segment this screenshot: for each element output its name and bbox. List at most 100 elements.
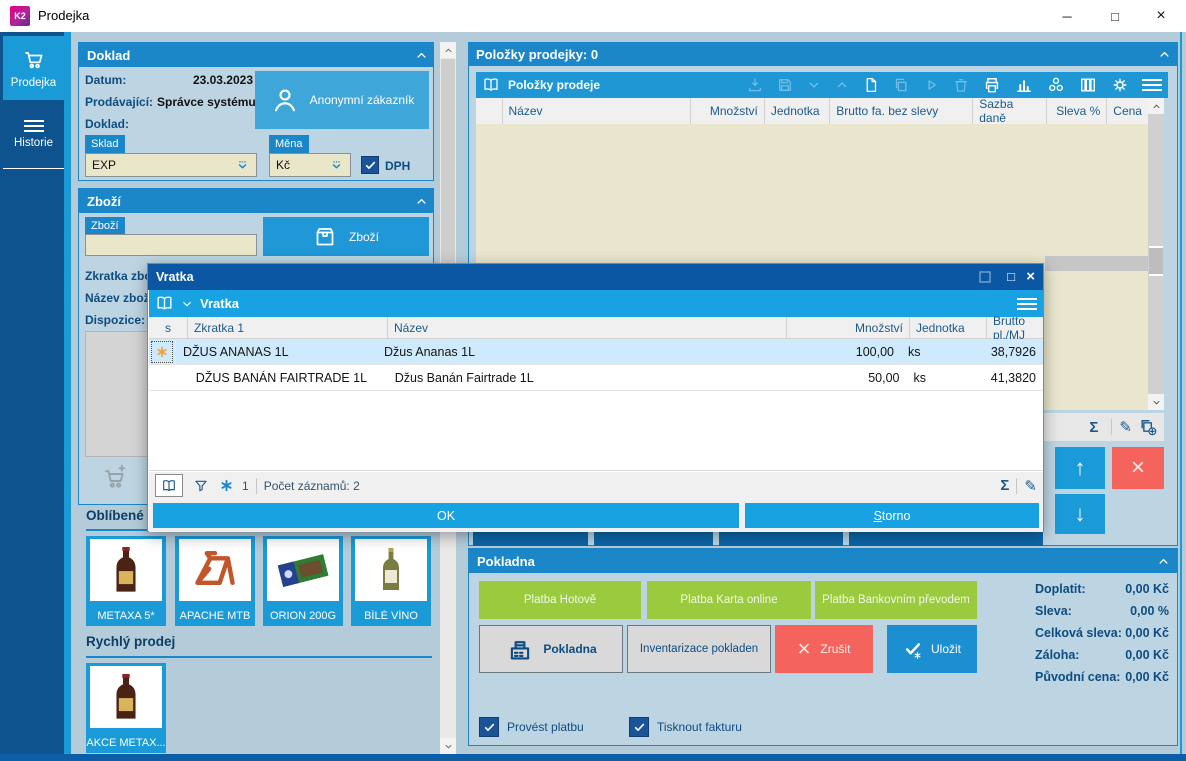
- table-row[interactable]: DŽUS ANANAS 1L Džus Ananas 1L 100,00 ks …: [149, 339, 1043, 365]
- pay-bank-transfer-button[interactable]: Platba Bankovním převodem: [815, 581, 977, 619]
- hamburger-menu-icon[interactable]: [1142, 79, 1162, 91]
- column-header[interactable]: Název: [503, 98, 692, 124]
- favorite-tile-bilevino[interactable]: BÍLÉ VÍNO: [351, 536, 431, 626]
- favorite-tile-apache[interactable]: APACHE MTB: [175, 536, 255, 626]
- sidebar-item-prodejka[interactable]: Prodejka: [3, 36, 64, 100]
- print-icon[interactable]: [982, 75, 1002, 95]
- column-header[interactable]: Název: [388, 317, 787, 338]
- column-header[interactable]: Množství: [691, 98, 765, 124]
- scroll-up-arrow[interactable]: [440, 42, 456, 58]
- collapse-chevron-up-icon[interactable]: [1156, 554, 1171, 569]
- wine-image: [367, 542, 415, 598]
- copy-icon[interactable]: [892, 76, 910, 94]
- asterisk-icon[interactable]: [219, 478, 234, 493]
- save-icon[interactable]: [776, 76, 794, 94]
- zrusit-button[interactable]: × Zrušit: [775, 625, 873, 673]
- close-icon: ×: [1156, 7, 1166, 24]
- column-header[interactable]: Cena: [1107, 98, 1148, 124]
- dropdown-icon[interactable]: [329, 158, 344, 173]
- column-header[interactable]: s: [149, 317, 188, 338]
- sklad-input[interactable]: EXP: [85, 153, 257, 177]
- edit-pencil-icon[interactable]: ✎: [1119, 419, 1132, 436]
- tisknout-fakturu-checkbox[interactable]: [629, 717, 649, 737]
- process-icon[interactable]: [1046, 75, 1066, 95]
- add-to-cart-icon[interactable]: [101, 463, 131, 491]
- scrollbar-thumb[interactable]: [1149, 246, 1163, 276]
- k2-logo-icon: K2: [10, 6, 30, 26]
- scroll-down-arrow[interactable]: [1148, 394, 1164, 410]
- pay-cash-button[interactable]: Platba Hotově: [479, 581, 641, 619]
- column-label: Sazba daně: [979, 97, 1014, 125]
- column-header[interactable]: Brutto pl./MJ: [987, 314, 1043, 342]
- anonymous-customer-button[interactable]: Anonymní zákazník: [255, 71, 429, 129]
- columns-icon[interactable]: [1078, 75, 1098, 95]
- chart-icon[interactable]: [1014, 75, 1034, 95]
- favorite-tile-metaxa[interactable]: METAXA 5*: [86, 536, 166, 626]
- select-column-header[interactable]: [476, 98, 503, 124]
- dialog-maximize-icon[interactable]: □: [1007, 269, 1015, 284]
- column-header[interactable]: Sleva %: [1047, 98, 1108, 124]
- dialog-table-header: s Zkratka 1 Název Množství Jednotka Brut…: [149, 314, 1043, 342]
- column-header[interactable]: Jednotka: [765, 98, 831, 124]
- column-header[interactable]: Sazba daně: [973, 97, 1048, 125]
- hidden-action-button[interactable]: [719, 532, 843, 546]
- sum-icon[interactable]: Σ: [1089, 418, 1099, 436]
- dropdown-icon[interactable]: [235, 158, 250, 173]
- background-window-strip: [1045, 256, 1148, 271]
- import-icon[interactable]: [746, 76, 764, 94]
- column-header[interactable]: Brutto fa. bez slevy: [830, 98, 974, 124]
- edit-pencil-icon[interactable]: ✎: [1024, 477, 1037, 495]
- collapse-chevron-up-icon[interactable]: [414, 48, 429, 63]
- dialog-titlebar[interactable]: Vratka □ ×: [148, 264, 1043, 290]
- prodavajici-value: Správce systému...: [157, 95, 266, 109]
- favorite-tile-orion[interactable]: ORION 200G: [263, 536, 343, 626]
- sidebar-item-historie[interactable]: Historie: [3, 103, 64, 165]
- hamburger-menu-icon[interactable]: [1017, 297, 1037, 310]
- chevron-down-icon[interactable]: [180, 297, 194, 311]
- new-document-icon[interactable]: [862, 76, 880, 94]
- dialog-close-icon[interactable]: ×: [1026, 268, 1035, 285]
- table-row[interactable]: DŽUS BANÁN FAIRTRADE 1L Džus Banán Fairt…: [149, 365, 1043, 391]
- column-header[interactable]: Zkratka 1: [188, 317, 388, 338]
- pay-card-online-button[interactable]: Platba Karta online: [647, 581, 811, 619]
- dph-checkbox[interactable]: [361, 156, 379, 174]
- ok-button[interactable]: OK: [153, 503, 739, 528]
- book-view-button[interactable]: [155, 474, 183, 497]
- chevron-up-icon[interactable]: [834, 77, 850, 93]
- collapse-chevron-up-icon[interactable]: [414, 194, 429, 209]
- play-icon[interactable]: [922, 76, 940, 94]
- collapse-chevron-up-icon[interactable]: [1157, 47, 1172, 62]
- remove-item-button[interactable]: ×: [1112, 447, 1164, 489]
- restore-icon[interactable]: [979, 271, 991, 283]
- delete-icon[interactable]: [952, 76, 970, 94]
- filter-icon[interactable]: [193, 478, 209, 494]
- move-up-button[interactable]: ↑: [1055, 447, 1105, 489]
- quick-sale-tile-akce-metaxa[interactable]: AKCE METAX...: [86, 663, 166, 753]
- zbozi-input[interactable]: [85, 234, 257, 256]
- hidden-action-button[interactable]: [594, 532, 713, 546]
- hidden-action-button[interactable]: [849, 532, 1043, 546]
- mena-input[interactable]: Kč: [269, 153, 351, 177]
- scroll-up-arrow[interactable]: [1148, 98, 1164, 114]
- items-scrollbar[interactable]: [1148, 98, 1164, 410]
- column-header[interactable]: Jednotka: [910, 317, 987, 338]
- provest-platbu-checkbox[interactable]: [479, 717, 499, 737]
- hidden-action-button[interactable]: [473, 532, 588, 546]
- inventarizace-button[interactable]: Inventarizace pokladen: [627, 625, 771, 673]
- close-button[interactable]: ×: [1138, 0, 1184, 32]
- maximize-button[interactable]: □: [1092, 0, 1138, 32]
- pokladna-button[interactable]: Pokladna: [479, 625, 623, 673]
- zbozi-button[interactable]: Zboží: [263, 217, 429, 256]
- chevron-down-icon[interactable]: [806, 77, 822, 93]
- copy-add-icon[interactable]: [1138, 417, 1158, 437]
- items-panel-header: Položky prodejky: 0: [468, 42, 1178, 66]
- column-header[interactable]: Množství: [787, 317, 910, 338]
- ulozit-button[interactable]: Uložit: [887, 625, 977, 673]
- move-down-button[interactable]: ↓: [1055, 494, 1105, 534]
- scroll-down-arrow[interactable]: [440, 738, 456, 754]
- minimize-button[interactable]: ─: [1044, 0, 1090, 32]
- settings-gear-icon[interactable]: [1110, 75, 1130, 95]
- dialog-table-empty-area[interactable]: [149, 391, 1043, 471]
- sum-icon[interactable]: Σ: [1000, 477, 1010, 494]
